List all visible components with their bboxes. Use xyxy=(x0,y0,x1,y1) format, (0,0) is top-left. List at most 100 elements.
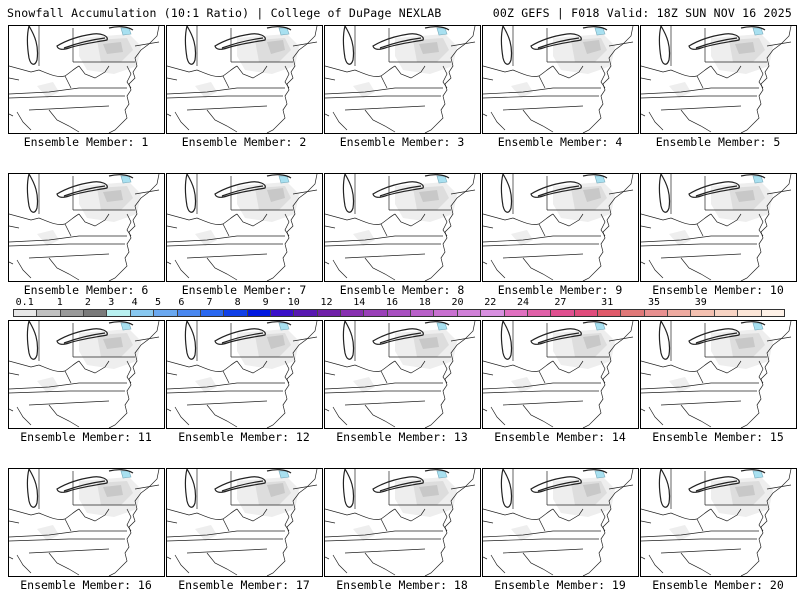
colorbar-tick-label: 39 xyxy=(694,297,707,308)
snowfall-shading-west xyxy=(353,82,375,98)
snowfall-shading-blue xyxy=(436,175,448,184)
state-border-ga-al xyxy=(490,406,506,426)
state-border-ny-nj xyxy=(608,41,634,47)
colorbar-segment xyxy=(294,310,318,316)
snowfall-shading-blue xyxy=(594,322,606,331)
lake-ontario-outline xyxy=(582,469,608,474)
state-border-ga-sc xyxy=(48,404,80,428)
chesapeake-bay xyxy=(442,65,448,89)
state-border-in-ky xyxy=(325,65,356,73)
lake-shoreline xyxy=(379,480,422,492)
state-border-ga-sc xyxy=(522,109,554,133)
lake-erie-outline xyxy=(372,328,424,345)
lake-michigan-outline xyxy=(500,469,513,508)
coastline xyxy=(266,26,318,133)
state-border-wv-va xyxy=(78,65,110,79)
ensemble-member-label: Ensemble Member: 8 xyxy=(339,283,465,297)
ohio-river xyxy=(196,360,238,372)
snowfall-shading-west xyxy=(195,525,217,541)
snowfall-shading-west xyxy=(37,230,59,246)
chesapeake-bay xyxy=(758,213,764,237)
snowfall-shading-blue xyxy=(278,27,290,36)
state-border-tn-nc xyxy=(9,538,125,542)
lake-ontario-outline xyxy=(424,174,450,179)
state-border-wv-va xyxy=(236,213,268,227)
state-border-ny-nj xyxy=(450,189,476,195)
colorbar-tick-label: 20 xyxy=(451,297,464,308)
colorbar-segment xyxy=(738,310,762,316)
state-border-nc-sc xyxy=(660,105,742,111)
ohio-river xyxy=(670,508,712,520)
state-border-nc-sc xyxy=(502,105,584,111)
state-border-wv-va xyxy=(552,65,584,79)
coastline xyxy=(108,26,160,133)
lake-erie-outline xyxy=(214,181,266,198)
state-border-ny-nj xyxy=(134,336,160,342)
colorbar-segment xyxy=(177,310,201,316)
state-border-al xyxy=(641,261,646,265)
lake-erie-outline xyxy=(688,33,740,50)
state-border-ga-al xyxy=(648,554,664,574)
lake-shoreline xyxy=(63,480,106,492)
state-border-ga-al xyxy=(332,554,348,574)
ensemble-member-label: Ensemble Member: 1 xyxy=(23,135,149,149)
snowfall-shading-west xyxy=(37,525,59,541)
colorbar-ticks: 0.1 1 2 3 4 5 6 7 8 9 10 12 14 16 18 20 22 24 27 31 35 39 xyxy=(13,297,785,309)
map-svg xyxy=(167,469,318,576)
lake-michigan-outline xyxy=(500,321,513,360)
chesapeake-bay xyxy=(442,213,448,237)
colorbar-tick-label: 5 xyxy=(155,297,162,308)
lake-erie-outline xyxy=(530,476,582,493)
state-border-nc-sc xyxy=(502,548,584,554)
snowfall-shading-heavy xyxy=(583,40,601,54)
state-border-in-ky xyxy=(641,360,672,368)
snowfall-shading-blue xyxy=(120,322,132,331)
lake-shoreline xyxy=(379,37,422,49)
colorbar-tick-label: 7 xyxy=(206,297,213,308)
state-border-wv-ky xyxy=(538,370,546,384)
state-border-wv-va xyxy=(552,213,584,227)
snowfall-shading-blue xyxy=(752,322,764,331)
lake-michigan-outline xyxy=(184,469,197,508)
ensemble-member-label: Ensemble Member: 9 xyxy=(497,283,623,297)
product-title: Snowfall Accumulation (10:1 Ratio) | Col… xyxy=(7,6,442,20)
state-border-il xyxy=(325,225,336,229)
ohio-river xyxy=(670,65,712,77)
state-border-il xyxy=(167,225,178,229)
state-border-ky-tn-va xyxy=(483,530,601,538)
ensemble-member-label: Ensemble Member: 13 xyxy=(336,430,468,444)
map-svg xyxy=(483,26,634,133)
state-border-nc-sc xyxy=(344,400,426,406)
snowfall-shading-blue xyxy=(278,322,290,331)
state-border-ga-sc xyxy=(48,552,80,576)
ensemble-member-label: Ensemble Member: 2 xyxy=(181,135,307,149)
state-border-tn-nc xyxy=(167,95,283,99)
state-border-nc-sc xyxy=(186,105,268,111)
ensemble-member-map xyxy=(8,468,165,577)
state-border-wv-ky xyxy=(538,518,546,532)
state-border-wv-ky xyxy=(222,518,230,532)
state-border-ny-nj xyxy=(292,41,318,47)
colorbar-segment xyxy=(644,310,669,316)
state-border-ky-tn-va xyxy=(9,382,127,390)
state-border-il xyxy=(641,77,652,81)
state-border-ky-tn-va xyxy=(167,382,285,390)
ensemble-member-label: Ensemble Member: 18 xyxy=(336,578,468,592)
colorbar-segment xyxy=(341,310,365,316)
state-border-al xyxy=(167,261,172,265)
ohio-river xyxy=(512,508,554,520)
coastline xyxy=(424,321,476,428)
colorbar-segment xyxy=(154,310,178,316)
lake-ontario-outline xyxy=(424,321,450,326)
lake-shoreline xyxy=(379,185,422,197)
state-border-tn-nc xyxy=(167,390,283,394)
ensemble-member-map xyxy=(166,320,323,429)
ensemble-member-label: Ensemble Member: 19 xyxy=(494,578,626,592)
ohio-river xyxy=(38,508,80,520)
lake-ontario-outline xyxy=(108,174,134,179)
ohio-river xyxy=(38,360,80,372)
lake-ontario-outline xyxy=(740,26,766,31)
lake-erie-outline xyxy=(372,33,424,50)
ensemble-member-map xyxy=(640,173,797,282)
state-border-al xyxy=(9,261,14,265)
